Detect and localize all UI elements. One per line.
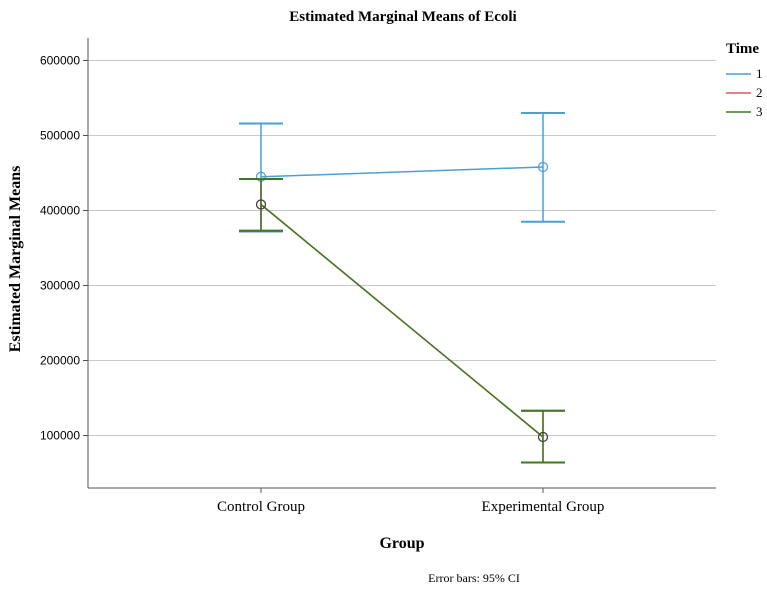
series-line	[260, 203, 544, 438]
legend-label-1: 1	[756, 66, 763, 81]
data-point	[537, 161, 549, 173]
x-tick-label: Experimental Group	[482, 499, 605, 515]
data-point	[255, 199, 267, 210]
y-tick-label: 600000	[40, 54, 80, 68]
y-tick-label: 200000	[40, 354, 80, 368]
legend-title: Time	[726, 41, 759, 57]
plot-area: 100000 200000 300000 400000 500000 600000 Cont…	[40, 38, 763, 515]
x-axis-label: Group	[379, 535, 424, 552]
series-line	[260, 166, 544, 178]
series-1	[239, 112, 565, 233]
footnote: Error bars: 95% CI	[428, 571, 520, 585]
x-tick-label: Control Group	[217, 499, 305, 515]
chart-title: Estimated Marginal Means of Ecoli	[289, 9, 516, 25]
data-point	[537, 431, 549, 443]
y-tick-label: 500000	[40, 129, 80, 143]
y-tick-label: 400000	[40, 204, 80, 218]
y-axis-label: Estimated Marginal Means	[7, 166, 24, 353]
legend-label-2: 2	[756, 85, 763, 100]
y-tick-label: 100000	[40, 429, 80, 443]
legend-label-3: 3	[756, 104, 763, 119]
series-3	[239, 178, 565, 464]
y-tick-label: 300000	[40, 279, 80, 293]
